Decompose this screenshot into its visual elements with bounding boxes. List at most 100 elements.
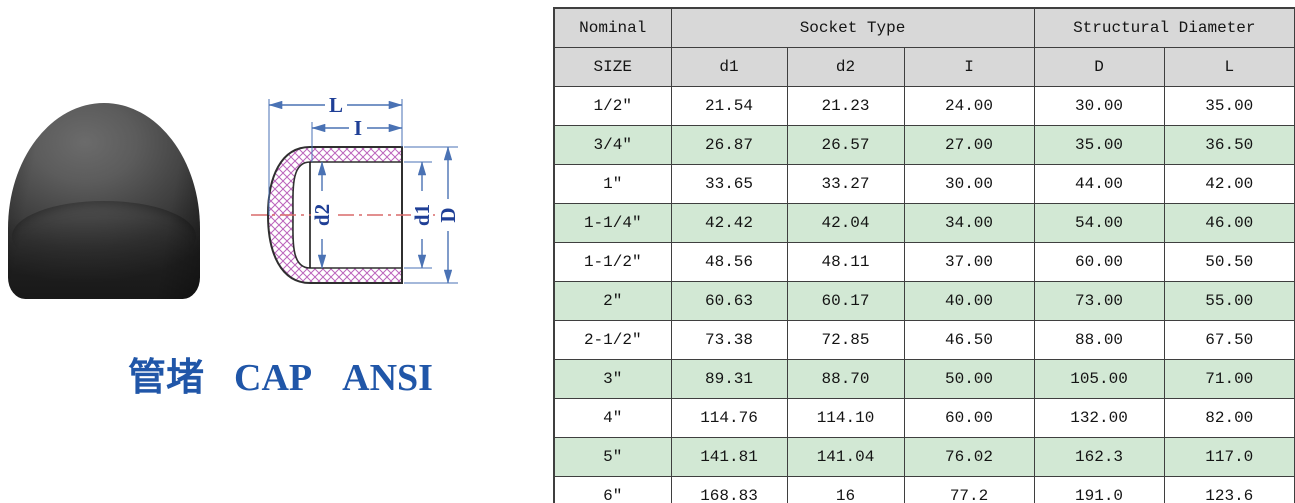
cell-D: 105.00 (1033, 359, 1165, 399)
cell-d1: 141.81 (670, 437, 788, 477)
cell-D: 60.00 (1033, 242, 1165, 282)
cap-cross-section-diagram: L I d2 d1 D (251, 93, 460, 284)
table-row: 2″ 60.63 60.17 40.00 73.00 55.00 (553, 281, 1295, 321)
cell-d1: 168.83 (670, 476, 788, 503)
cell-d1: 114.76 (670, 398, 788, 438)
cell-L: 35.00 (1163, 86, 1295, 126)
table-row: 1/2″ 21.54 21.23 24.00 30.00 35.00 (553, 86, 1295, 126)
cell-size: 1-1/4″ (553, 203, 672, 243)
cell-D: 162.3 (1033, 437, 1165, 477)
cell-L: 123.6 (1163, 476, 1295, 503)
cell-size: 5″ (553, 437, 672, 477)
cell-d1: 33.65 (670, 164, 788, 204)
caption-chinese: 管堵 (128, 357, 205, 399)
cell-L: 117.0 (1163, 437, 1295, 477)
cell-size: 2-1/2″ (553, 320, 672, 360)
table-row: 1″ 33.65 33.27 30.00 44.00 42.00 (553, 164, 1295, 204)
cell-I: 24.00 (903, 86, 1035, 126)
cell-I: 34.00 (903, 203, 1035, 243)
caption-english: CAP (234, 357, 313, 399)
dim-label-d1: d1 (410, 204, 434, 226)
cap-outer-outline (266, 146, 403, 284)
table-row: 1-1/2″ 48.56 48.11 37.00 60.00 50.50 (553, 242, 1295, 282)
header-socket-type: Socket Type (670, 7, 1035, 48)
cell-d2: 21.23 (786, 86, 905, 126)
cell-I: 46.50 (903, 320, 1035, 360)
cell-D: 191.0 (1033, 476, 1165, 503)
cell-d2: 16 (786, 476, 905, 503)
cell-L: 67.50 (1163, 320, 1295, 360)
cell-I: 30.00 (903, 164, 1035, 204)
cell-size: 1″ (553, 164, 672, 204)
cell-I: 77.2 (903, 476, 1035, 503)
cell-L: 36.50 (1163, 125, 1295, 165)
cell-D: 132.00 (1033, 398, 1165, 438)
spec-table-head: Nominal Socket Type Structural Diameter … (553, 7, 1295, 87)
dim-label-d2: d2 (310, 204, 334, 226)
header-nominal: Nominal (553, 7, 672, 48)
spec-table-body: 1/2″ 21.54 21.23 24.00 30.00 35.00 3/4″ 26.87 26… (553, 86, 1295, 503)
caption-standard: ANSI (342, 357, 433, 399)
product-caption: 管堵 CAP ANSI (128, 346, 433, 401)
label-backplates (311, 95, 459, 239)
cell-I: 27.00 (903, 125, 1035, 165)
pipe-cap-seam (12, 201, 196, 272)
table-row: 1-1/4″ 42.42 42.04 34.00 54.00 46.00 (553, 203, 1295, 243)
header-d1: d1 (670, 47, 788, 87)
cap-wall-hatch (268, 147, 402, 283)
dim-label-D: D (436, 207, 460, 222)
cell-d2: 141.04 (786, 437, 905, 477)
cell-d2: 60.17 (786, 281, 905, 321)
cell-D: 54.00 (1033, 203, 1165, 243)
cell-I: 60.00 (903, 398, 1035, 438)
header-row-groups: Nominal Socket Type Structural Diameter (553, 7, 1295, 48)
header-structural-diameter: Structural Diameter (1033, 7, 1295, 48)
spec-table-container: Nominal Socket Type Structural Diameter … (553, 7, 1295, 503)
cell-d2: 26.57 (786, 125, 905, 165)
cell-L: 82.00 (1163, 398, 1295, 438)
header-row-columns: SIZE d1 d2 I D L (553, 47, 1295, 87)
table-row: 4″ 114.76 114.10 60.00 132.00 82.00 (553, 398, 1295, 438)
cell-L: 46.00 (1163, 203, 1295, 243)
cell-size: 4″ (553, 398, 672, 438)
header-L: L (1163, 47, 1295, 87)
pipe-cap-shape (8, 103, 200, 299)
dim-label-I: I (354, 116, 362, 140)
header-D: D (1033, 47, 1165, 87)
cell-d2: 114.10 (786, 398, 905, 438)
spec-table: Nominal Socket Type Structural Diameter … (553, 7, 1295, 503)
cell-size: 3″ (553, 359, 672, 399)
cell-L: 50.50 (1163, 242, 1295, 282)
table-row: 2-1/2″ 73.38 72.85 46.50 88.00 67.50 (553, 320, 1295, 360)
cell-d1: 48.56 (670, 242, 788, 282)
cell-size: 3/4″ (553, 125, 672, 165)
table-row: 3″ 89.31 88.70 50.00 105.00 71.00 (553, 359, 1295, 399)
cell-D: 44.00 (1033, 164, 1165, 204)
cell-size: 6″ (553, 476, 672, 503)
header-I: I (903, 47, 1035, 87)
cell-L: 42.00 (1163, 164, 1295, 204)
header-d2: d2 (786, 47, 905, 87)
pipe-cap-photo (8, 103, 200, 299)
cell-D: 35.00 (1033, 125, 1165, 165)
cell-I: 37.00 (903, 242, 1035, 282)
cell-d1: 21.54 (670, 86, 788, 126)
cell-L: 71.00 (1163, 359, 1295, 399)
cell-size: 2″ (553, 281, 672, 321)
cell-I: 50.00 (903, 359, 1035, 399)
cell-size: 1/2″ (553, 86, 672, 126)
cell-D: 88.00 (1033, 320, 1165, 360)
cell-D: 30.00 (1033, 86, 1165, 126)
table-row: 3/4″ 26.87 26.57 27.00 35.00 36.50 (553, 125, 1295, 165)
cell-d2: 88.70 (786, 359, 905, 399)
cell-d2: 72.85 (786, 320, 905, 360)
cell-d2: 42.04 (786, 203, 905, 243)
cell-size: 1-1/2″ (553, 242, 672, 282)
header-size: SIZE (553, 47, 672, 87)
cell-d1: 89.31 (670, 359, 788, 399)
cell-I: 40.00 (903, 281, 1035, 321)
cell-I: 76.02 (903, 437, 1035, 477)
table-row: 5″ 141.81 141.04 76.02 162.3 117.0 (553, 437, 1295, 477)
cell-d1: 42.42 (670, 203, 788, 243)
